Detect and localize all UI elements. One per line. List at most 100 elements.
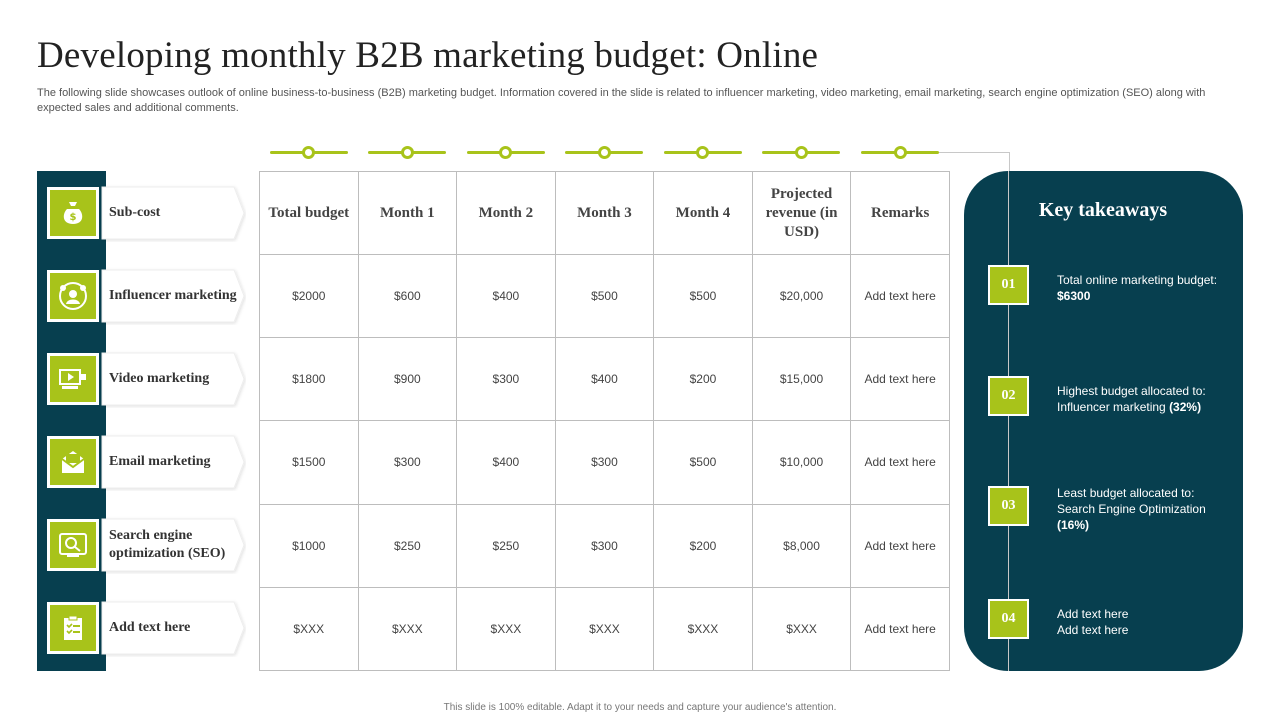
- table-cell: $200: [653, 337, 753, 422]
- row-label-text: Video marketing: [109, 371, 210, 386]
- panel-divider-line: [1008, 171, 1009, 671]
- row-label-1: $ Sub-cost: [44, 184, 246, 242]
- row-label-shape: [101, 352, 245, 406]
- row-label-text: Search engine optimization (SEO): [109, 528, 226, 561]
- takeaway-text: Least budget allocated to: Search Engine…: [1057, 485, 1227, 533]
- row-label-shape: [101, 601, 245, 655]
- table-row: $1000 $250 $250 $300 $200 $8,000 Add text here: [259, 503, 950, 588]
- table-cell: $XXX: [653, 586, 753, 672]
- table-cell: $20,000: [751, 253, 852, 339]
- column-header: Month 4: [653, 171, 753, 255]
- key-takeaways-panel: Key takeaways 01 Total online marketing b…: [964, 171, 1243, 671]
- money-bag-icon: $: [47, 187, 99, 239]
- table-cell: $1500: [259, 420, 359, 505]
- table-cell: Add text here: [850, 420, 950, 505]
- table-cell: $250: [456, 503, 556, 588]
- row-label-text: Sub-cost: [109, 205, 161, 220]
- column-header: Month 3: [554, 171, 655, 255]
- table-cell: $250: [357, 503, 458, 588]
- table-cell: $1800: [259, 337, 359, 422]
- clipboard-icon: [47, 602, 99, 654]
- table-cell: $900: [357, 337, 458, 422]
- table-row: $1800 $900 $300 $400 $200 $15,000 Add text her…: [259, 337, 950, 422]
- key-takeaways-title: Key takeaways: [1038, 199, 1168, 221]
- takeaway-text: Add text here Add text here: [1057, 606, 1227, 638]
- row-label-2: Influencer marketing: [44, 267, 246, 325]
- budget-table: Total budget Month 1 Month 2 Month 3 Month 4…: [259, 171, 950, 672]
- table-cell: $300: [554, 503, 655, 588]
- table-cell: $XXX: [357, 586, 458, 672]
- table-cell: $1000: [259, 503, 359, 588]
- table-cell: $XXX: [456, 586, 556, 672]
- column-header: Total budget: [259, 171, 359, 255]
- table-cell: $500: [554, 253, 655, 339]
- row-label-shape: [101, 186, 245, 240]
- table-cell: $500: [653, 253, 753, 339]
- column-header: Month 2: [456, 171, 556, 255]
- takeaway-text-main: Highest budget allocated to: Influencer …: [1057, 384, 1206, 414]
- row-label-shape: [101, 518, 245, 572]
- takeaway-text: Total online marketing budget: $6300: [1057, 272, 1227, 304]
- takeaway-text: Highest budget allocated to: Influencer …: [1057, 383, 1227, 415]
- svg-text:$: $: [70, 212, 77, 223]
- table-cell: $2000: [259, 253, 359, 339]
- table-cell: $8,000: [751, 503, 852, 588]
- table-cell: $XXX: [554, 586, 655, 672]
- table-cell: $400: [456, 420, 556, 505]
- table-cell: $600: [357, 253, 458, 339]
- column-header: Remarks: [850, 171, 950, 255]
- page-title: Developing monthly B2B marketing budget:…: [37, 35, 819, 76]
- row-label-3: Video marketing: [44, 350, 246, 408]
- table-cell: Add text here: [850, 337, 950, 422]
- table-cell: $500: [653, 420, 753, 505]
- takeaway-number: 03: [988, 486, 1029, 526]
- takeaway-text-main: Total online marketing budget:: [1057, 273, 1218, 287]
- table-cell: $400: [554, 337, 655, 422]
- table-cell: $300: [456, 337, 556, 422]
- takeaway-item: 04 Add text here Add text here: [988, 599, 1233, 645]
- table-cell: $XXX: [259, 586, 359, 672]
- takeaway-number: 01: [988, 265, 1029, 305]
- takeaway-text-main: Add text here: [1057, 607, 1129, 621]
- video-icon: [47, 353, 99, 405]
- table-cell: $XXX: [751, 586, 852, 672]
- table-cell: $400: [456, 253, 556, 339]
- table-cell: Add text here: [850, 253, 950, 339]
- takeaway-text-bold: $6300: [1057, 289, 1091, 303]
- table-row: $2000 $600 $400 $500 $500 $20,000 Add text her…: [259, 253, 950, 339]
- page-subtitle: The following slide showcases outlook of…: [37, 87, 1206, 114]
- row-label-5: Search engine optimization (SEO): [44, 516, 246, 574]
- table-header-row: Total budget Month 1 Month 2 Month 3 Month 4…: [259, 171, 950, 255]
- row-label-4: Email marketing: [44, 433, 246, 491]
- table-cell: $300: [554, 420, 655, 505]
- takeaway-text-tail: Add text here: [1057, 623, 1129, 637]
- takeaway-text-bold: (16%): [1057, 518, 1090, 532]
- takeaway-number: 02: [988, 376, 1029, 416]
- takeaway-text-bold: (32%): [1169, 400, 1202, 414]
- column-header: Month 1: [357, 171, 458, 255]
- takeaway-text-main: Least budget allocated to: Search Engine…: [1057, 486, 1206, 516]
- table-row: $XXX $XXX $XXX $XXX $XXX $XXX Add text here: [259, 586, 950, 672]
- row-label-text: Influencer marketing: [109, 288, 237, 303]
- seo-icon: [47, 519, 99, 571]
- row-label-shape: [101, 435, 245, 489]
- table-row: $1500 $300 $400 $300 $500 $10,000 Add text her…: [259, 420, 950, 505]
- influencer-icon: [47, 270, 99, 322]
- table-cell: Add text here: [850, 503, 950, 588]
- footer-note: This slide is 100% editable. Adapt it to…: [443, 702, 837, 713]
- email-icon: [47, 436, 99, 488]
- takeaway-item: 03 Least budget allocated to: Search Engi…: [988, 486, 1233, 532]
- takeaway-item: 01 Total online marketing budget: $6300: [988, 265, 1233, 311]
- row-label-shape: [101, 269, 245, 323]
- row-label-6: Add text here: [44, 599, 246, 657]
- table-cell: $15,000: [751, 337, 852, 422]
- table-cell: $300: [357, 420, 458, 505]
- header-connector: [268, 146, 1010, 159]
- takeaway-item: 02 Highest budget allocated to: Influence…: [988, 376, 1233, 422]
- table-cell: Add text here: [850, 586, 950, 672]
- takeaway-number: 04: [988, 599, 1029, 639]
- row-label-text: Email marketing: [109, 454, 211, 469]
- left-strip: [37, 171, 106, 671]
- panel-connector: [1009, 152, 1010, 182]
- table-cell: $200: [653, 503, 753, 588]
